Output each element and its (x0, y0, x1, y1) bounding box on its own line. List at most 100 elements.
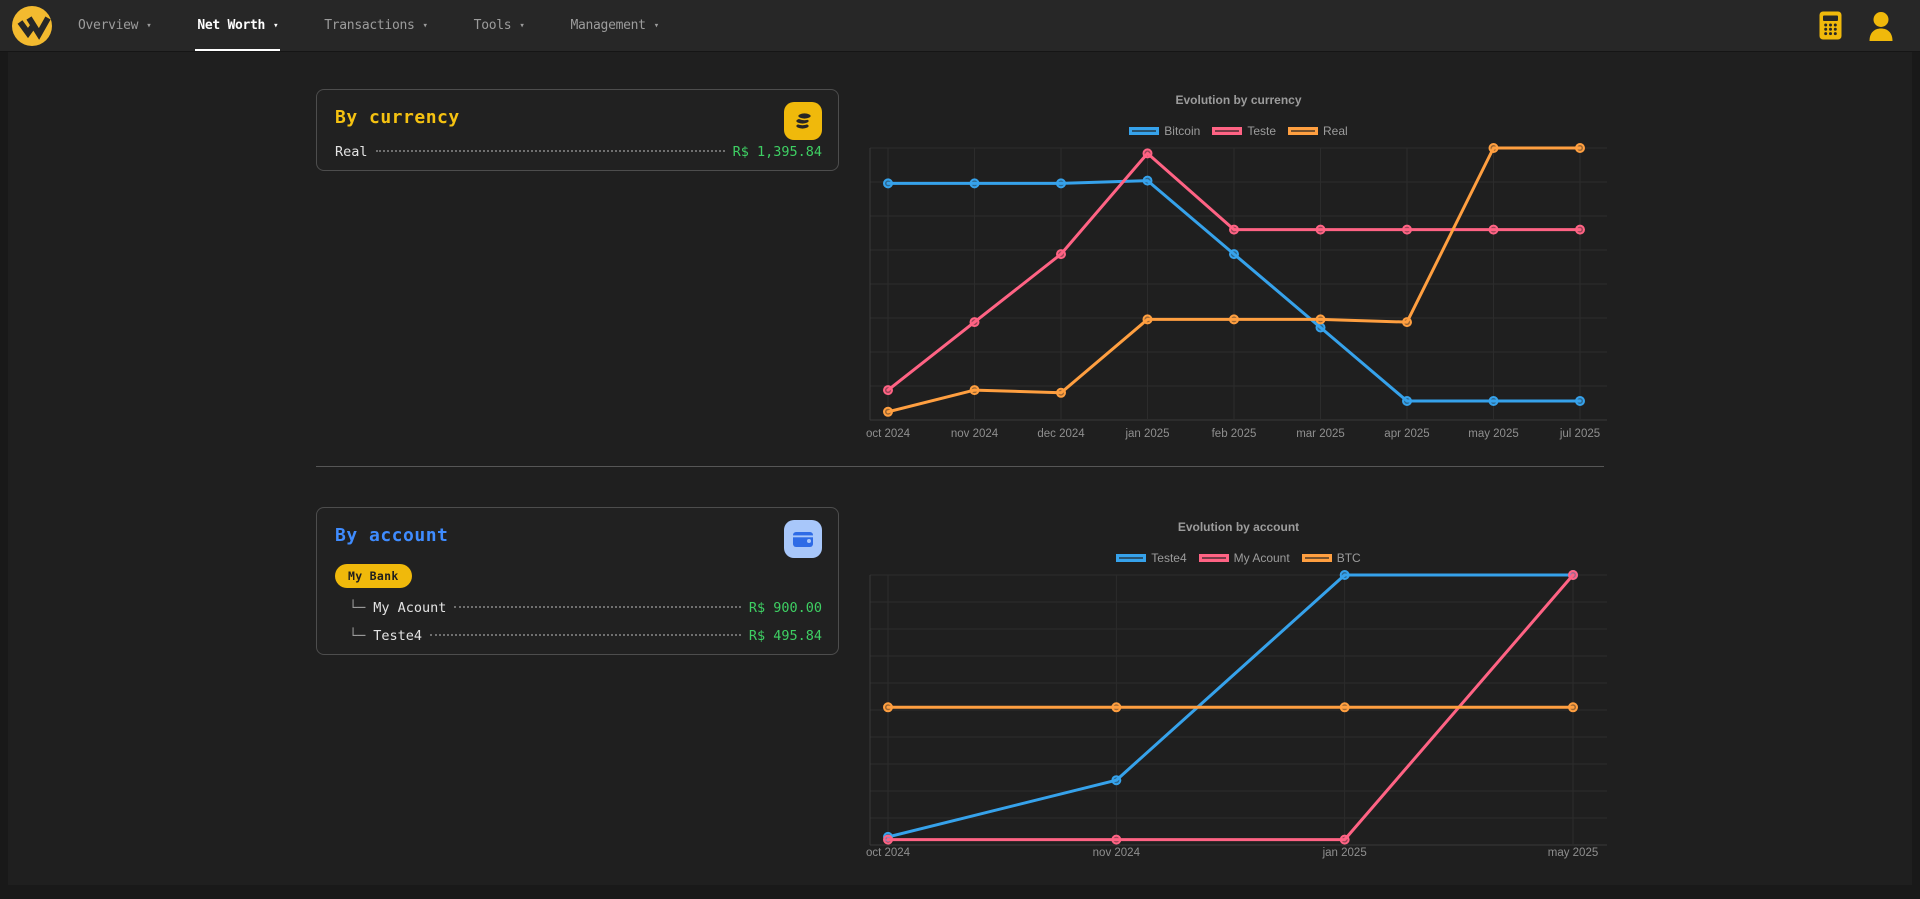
data-point (1111, 834, 1122, 845)
legend-swatch (1301, 554, 1332, 562)
data-point (1402, 396, 1412, 406)
topbar-actions (1819, 0, 1908, 51)
data-point (883, 834, 893, 845)
data-point (1315, 314, 1326, 325)
legend-swatch (1212, 127, 1243, 135)
legend-item[interactable]: Real (1288, 124, 1348, 138)
currency-value: R$ 1,395.84 (732, 144, 822, 160)
x-tick-label: apr 2025 (1384, 428, 1429, 440)
x-tick-label: jan 2025 (1322, 847, 1367, 859)
x-tick-label: jan 2025 (1124, 428, 1169, 440)
x-tick-label: nov 2024 (951, 428, 999, 440)
dotted-leader (375, 150, 725, 152)
data-point (1111, 702, 1122, 713)
nav-label: Overview (78, 18, 139, 33)
data-point (1402, 317, 1412, 328)
main-nav: Overview ▾ Net Worth ▾ Transactions ▾ To… (76, 0, 661, 51)
nav-label: Management (570, 18, 646, 33)
account-label: Teste4 (373, 628, 423, 644)
legend-label: Teste (1247, 124, 1277, 138)
data-point (1488, 143, 1499, 153)
data-point (1315, 224, 1326, 235)
legend-item[interactable]: My Acount (1198, 551, 1290, 565)
data-point (1056, 178, 1066, 189)
data-point (883, 406, 893, 417)
line-chart-canvas: oct 2024 nov 2024 dec 2024 jan 2025 feb 2025… (866, 143, 1607, 440)
tree-branch-icon: └─ (349, 600, 366, 616)
nav-item-transactions[interactable]: Transactions ▾ (322, 0, 429, 51)
legend-swatch (1129, 127, 1160, 135)
data-point (883, 702, 893, 713)
legend-label: Bitcoin (1164, 124, 1201, 138)
x-tick-label: oct 2024 (866, 428, 911, 440)
data-point (1315, 322, 1326, 333)
section-divider (316, 466, 1604, 467)
legend-swatch (1198, 554, 1229, 562)
legend-label: BTC (1336, 551, 1361, 565)
wallet-icon[interactable] (784, 520, 822, 558)
app-logo[interactable] (12, 5, 52, 46)
by-currency-card: By currency Real R$ 1,395.84 (316, 89, 839, 171)
data-point (1056, 249, 1066, 260)
user-icon[interactable] (1868, 11, 1894, 41)
data-point (1488, 396, 1499, 406)
data-point (1402, 224, 1412, 235)
data-point (1229, 314, 1239, 325)
chevron-down-icon: ▾ (519, 21, 525, 31)
by-currency-title: By currency (335, 107, 460, 128)
line-chart-canvas: oct 2024 nov 2024 jan 2025 may 2025 (866, 570, 1607, 859)
currency-row-real: Real R$ 1,395.84 (335, 144, 822, 160)
data-point (1339, 834, 1350, 845)
data-point (883, 385, 893, 396)
legend-label: Real (1323, 124, 1348, 138)
account-value: R$ 495.84 (748, 628, 822, 644)
x-tick-label: dec 2024 (1037, 428, 1085, 440)
by-account-card: By account My Bank └─ My Acount R$ 900.0… (316, 507, 839, 655)
evolution-by-currency-chart: Evolution by currency Bitcoin Teste Real o… (866, 88, 1608, 453)
chart-title: Evolution by account (1177, 520, 1300, 534)
data-point (1575, 396, 1585, 406)
data-point (1575, 224, 1585, 235)
data-point (1142, 314, 1153, 325)
nav-label: Tools (473, 18, 512, 33)
legend-label: Teste4 (1151, 551, 1187, 565)
legend-item[interactable]: BTC (1301, 551, 1361, 565)
chart-legend: Teste4 My Acount BTC (869, 551, 1608, 565)
tree-branch-icon: └─ (349, 628, 366, 644)
chevron-down-icon: ▾ (422, 21, 428, 31)
nav-label: Transactions (324, 18, 415, 33)
series-line (886, 573, 1575, 839)
data-point (1111, 775, 1122, 786)
chart-legend: Bitcoin Teste Real (869, 124, 1608, 138)
dotted-leader (430, 634, 741, 636)
nav-label: Net Worth (197, 18, 266, 33)
calculator-icon[interactable] (1819, 11, 1842, 40)
nav-item-tools[interactable]: Tools ▾ (472, 0, 527, 51)
data-point (1229, 249, 1239, 260)
coins-icon[interactable] (784, 102, 822, 140)
x-tick-label: may 2025 (1468, 428, 1519, 440)
by-account-title: By account (335, 525, 449, 546)
data-point (1575, 143, 1585, 153)
chevron-down-icon: ▾ (653, 21, 659, 31)
x-tick-label: nov 2024 (1093, 847, 1141, 859)
account-row: └─ My Acount R$ 900.00 (335, 600, 822, 616)
data-point (969, 178, 980, 189)
data-point (969, 317, 980, 328)
account-value: R$ 900.00 (748, 600, 822, 616)
nav-item-overview[interactable]: Overview ▾ (76, 0, 153, 51)
legend-swatch (1116, 554, 1147, 562)
nav-item-net-worth[interactable]: Net Worth ▾ (195, 0, 281, 51)
x-tick-label: oct 2024 (866, 847, 911, 859)
account-row: └─ Teste4 R$ 495.84 (335, 628, 822, 644)
legend-item[interactable]: Teste4 (1116, 551, 1187, 565)
x-tick-label: mar 2025 (1296, 428, 1345, 440)
legend-label: My Acount (1233, 551, 1290, 565)
data-point (969, 385, 980, 396)
nav-item-management[interactable]: Management ▾ (568, 0, 660, 51)
legend-item[interactable]: Teste (1212, 124, 1276, 138)
legend-item[interactable]: Bitcoin (1129, 124, 1200, 138)
x-tick-label: jul 2025 (1559, 428, 1600, 440)
dotted-leader (454, 606, 741, 608)
data-point (1488, 224, 1499, 235)
